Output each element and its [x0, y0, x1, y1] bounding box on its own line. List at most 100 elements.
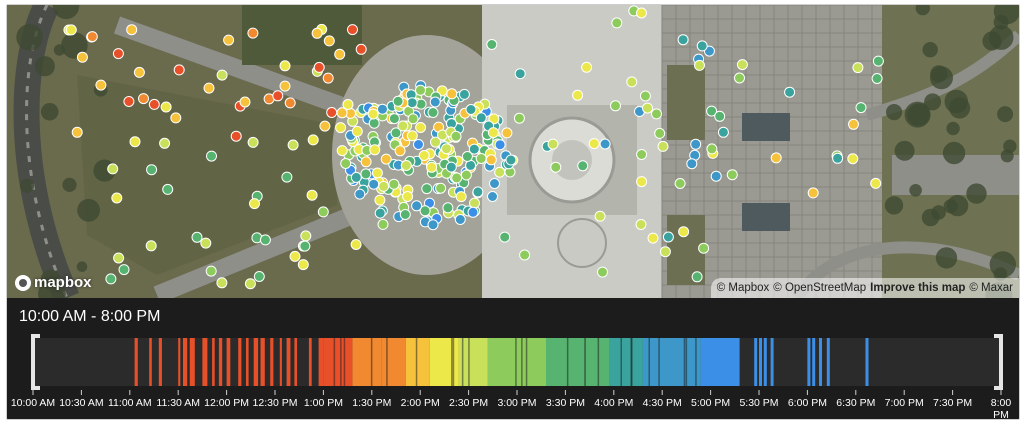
event-marker[interactable]	[435, 182, 447, 194]
event-marker[interactable]	[678, 226, 690, 238]
event-marker[interactable]	[642, 102, 653, 114]
event-marker[interactable]	[249, 198, 260, 210]
event-marker[interactable]	[686, 158, 698, 170]
event-marker[interactable]	[588, 138, 600, 150]
event-marker[interactable]	[203, 82, 215, 94]
event-marker[interactable]	[335, 122, 347, 134]
event-marker[interactable]	[388, 113, 400, 125]
event-marker[interactable]	[340, 158, 352, 169]
event-marker[interactable]	[111, 192, 123, 204]
event-marker[interactable]	[112, 48, 124, 60]
event-marker[interactable]	[148, 98, 160, 110]
event-marker[interactable]	[635, 219, 647, 230]
event-marker[interactable]	[319, 120, 331, 132]
event-marker[interactable]	[691, 271, 703, 283]
event-marker[interactable]	[550, 161, 562, 173]
event-marker[interactable]	[577, 160, 589, 172]
event-marker[interactable]	[519, 249, 531, 261]
event-marker[interactable]	[450, 130, 462, 142]
event-marker[interactable]	[351, 125, 363, 137]
event-marker[interactable]	[475, 153, 487, 164]
event-marker[interactable]	[784, 86, 796, 98]
event-marker[interactable]	[223, 34, 235, 46]
event-marker[interactable]	[170, 112, 182, 124]
event-marker[interactable]	[636, 176, 648, 188]
event-marker[interactable]	[360, 168, 372, 180]
event-marker[interactable]	[659, 246, 671, 258]
event-marker[interactable]	[279, 60, 291, 72]
event-marker[interactable]	[369, 144, 381, 156]
event-marker[interactable]	[326, 107, 338, 118]
event-marker[interactable]	[610, 100, 621, 112]
event-marker[interactable]	[415, 98, 427, 110]
event-marker[interactable]	[400, 160, 412, 171]
event-marker[interactable]	[367, 108, 379, 120]
event-marker[interactable]	[86, 31, 98, 43]
event-marker[interactable]	[200, 237, 212, 249]
event-marker[interactable]	[350, 171, 362, 183]
event-marker[interactable]	[419, 205, 431, 217]
event-marker[interactable]	[113, 252, 125, 264]
range-end-handle[interactable]	[994, 334, 1003, 390]
event-marker[interactable]	[313, 61, 325, 73]
event-marker[interactable]	[323, 35, 335, 47]
event-marker[interactable]	[399, 209, 411, 220]
event-marker[interactable]	[397, 120, 409, 132]
event-marker[interactable]	[239, 96, 251, 108]
event-marker[interactable]	[427, 107, 439, 118]
event-marker[interactable]	[698, 242, 710, 254]
event-marker[interactable]	[307, 134, 319, 146]
event-marker[interactable]	[514, 68, 526, 80]
event-marker[interactable]	[441, 143, 452, 155]
event-marker[interactable]	[322, 72, 334, 84]
event-marker[interactable]	[599, 138, 611, 150]
event-marker[interactable]	[306, 189, 318, 201]
event-marker[interactable]	[162, 183, 174, 195]
event-marker[interactable]	[460, 169, 472, 181]
event-marker[interactable]	[455, 191, 467, 203]
event-marker[interactable]	[145, 240, 157, 252]
event-marker[interactable]	[160, 101, 172, 113]
event-marker[interactable]	[547, 138, 559, 150]
event-marker[interactable]	[342, 99, 354, 110]
event-marker[interactable]	[371, 167, 383, 179]
event-marker[interactable]	[334, 48, 346, 60]
event-marker[interactable]	[445, 161, 457, 173]
event-marker[interactable]	[138, 93, 149, 105]
event-marker[interactable]	[872, 55, 884, 67]
event-marker[interactable]	[418, 150, 430, 161]
event-marker[interactable]	[377, 103, 388, 115]
event-marker[interactable]	[247, 27, 259, 39]
event-marker[interactable]	[706, 143, 718, 155]
event-marker[interactable]	[430, 136, 441, 148]
event-marker[interactable]	[216, 277, 228, 289]
event-marker[interactable]	[129, 136, 141, 148]
event-marker[interactable]	[216, 69, 228, 81]
event-marker[interactable]	[133, 66, 145, 78]
event-marker[interactable]	[205, 265, 217, 277]
event-marker[interactable]	[451, 172, 463, 184]
event-marker[interactable]	[281, 171, 293, 183]
event-marker[interactable]	[421, 183, 433, 195]
event-marker[interactable]	[336, 145, 348, 157]
event-marker[interactable]	[350, 239, 362, 250]
event-marker[interactable]	[717, 126, 729, 138]
mapbox-logo[interactable]: mapbox	[15, 274, 92, 291]
event-marker[interactable]	[317, 206, 329, 218]
event-marker[interactable]	[647, 232, 659, 244]
event-marker[interactable]	[513, 112, 525, 124]
event-marker[interactable]	[486, 39, 498, 50]
event-marker[interactable]	[636, 149, 648, 160]
event-marker[interactable]	[388, 178, 400, 190]
event-marker[interactable]	[415, 122, 427, 133]
event-marker[interactable]	[487, 191, 498, 202]
event-marker[interactable]	[311, 27, 323, 39]
event-marker[interactable]	[736, 59, 748, 71]
event-marker[interactable]	[146, 164, 158, 176]
event-marker[interactable]	[505, 154, 517, 166]
event-marker[interactable]	[651, 108, 662, 120]
event-marker[interactable]	[107, 163, 119, 175]
event-marker[interactable]	[832, 152, 844, 164]
event-marker[interactable]	[297, 259, 309, 271]
event-marker[interactable]	[191, 231, 203, 243]
